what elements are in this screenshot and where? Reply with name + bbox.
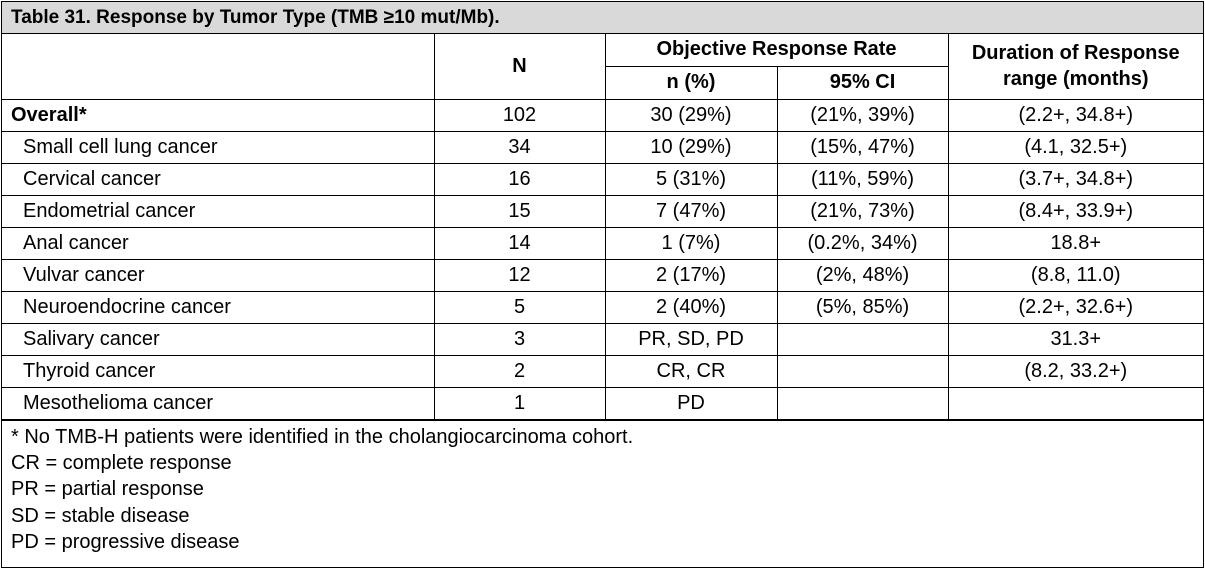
cell-n: 5 — [433, 290, 606, 324]
cell-95-ci: (5%, 85%) — [776, 290, 949, 324]
cell-tumor-type: Mesothelioma cancer — [2, 386, 435, 420]
cell-95-ci: (21%, 39%) — [776, 99, 949, 132]
cell-n: 34 — [433, 130, 606, 164]
cell-tumor-type: Endometrial cancer — [2, 194, 435, 228]
header-row: N Objective Response Rate Duration of Re… — [2, 34, 1203, 100]
table-row: Mesothelioma cancer 1 PD — [2, 386, 1203, 420]
cell-n-percent: 5 (31%) — [604, 162, 778, 196]
cell-n-percent: 2 (17%) — [604, 258, 778, 292]
footnote-asterisk: * No TMB-H patients were identified in t… — [11, 425, 634, 448]
cell-duration: (3.7+, 34.8+) — [947, 162, 1203, 196]
cell-n-percent: 2 (40%) — [604, 290, 778, 324]
table-row: Salivary cancer 3 PR, SD, PD 31.3+ — [2, 322, 1203, 356]
cell-n-percent: PR, SD, PD — [604, 322, 778, 356]
cell-tumor-type: Neuroendocrine cancer — [2, 290, 435, 324]
cell-n: 12 — [433, 258, 606, 292]
cell-n-percent: 7 (47%) — [604, 194, 778, 228]
header-objective-response-rate: Objective Response Rate — [604, 34, 949, 67]
table-row: Neuroendocrine cancer 5 2 (40%) (5%, 85%… — [2, 290, 1203, 324]
header-n-percent: n (%) — [605, 65, 778, 100]
header-dor-line2: range (months) — [1002, 68, 1149, 91]
cell-95-ci: (21%, 73%) — [776, 194, 949, 228]
cell-n-percent: 30 (29%) — [604, 99, 778, 132]
table-footnotes: * No TMB-H patients were identified in t… — [2, 419, 1203, 556]
footnote-sd: SD = stable disease — [11, 504, 190, 527]
cell-duration: 31.3+ — [947, 322, 1203, 356]
cell-n-percent: 1 (7%) — [604, 226, 778, 260]
cell-n-percent: CR, CR — [604, 354, 778, 388]
cell-duration: (4.1, 32.5+) — [947, 130, 1203, 164]
cell-tumor-type: Salivary cancer — [2, 322, 435, 356]
header-dor-line1: Duration of Response — [971, 42, 1180, 65]
cell-tumor-type: Small cell lung cancer — [2, 130, 435, 164]
cell-duration: (8.8, 11.0) — [947, 258, 1203, 292]
cell-duration: (8.2, 33.2+) — [947, 354, 1203, 388]
cell-n: 3 — [433, 322, 606, 356]
table-row: Vulvar cancer 12 2 (17%) (2%, 48%) (8.8,… — [2, 258, 1203, 292]
cell-n: 16 — [433, 162, 606, 196]
cell-n: 14 — [433, 226, 606, 260]
table-caption: Table 31. Response by Tumor Type (TMB ≥1… — [2, 2, 1203, 34]
cell-95-ci: (2%, 48%) — [776, 258, 949, 292]
cell-n-percent: PD — [604, 386, 778, 420]
cell-95-ci — [776, 354, 949, 388]
cell-95-ci — [776, 386, 949, 420]
cell-tumor-type: Cervical cancer — [2, 162, 435, 196]
footnote-cr: CR = complete response — [11, 451, 232, 474]
cell-95-ci: (15%, 47%) — [776, 130, 949, 164]
table-row: Cervical cancer 16 5 (31%) (11%, 59%) (3… — [2, 162, 1203, 196]
header-tumor-type — [2, 34, 435, 100]
header-95-ci: 95% CI — [776, 65, 948, 100]
cell-tumor-type: Anal cancer — [2, 226, 435, 260]
table-row: Thyroid cancer 2 CR, CR (8.2, 33.2+) — [2, 354, 1203, 388]
table-row: Endometrial cancer 15 7 (47%) (21%, 73%)… — [2, 194, 1203, 228]
cell-duration — [947, 386, 1203, 420]
subheader-row: n (%) 95% CI — [2, 65, 1203, 100]
cell-n: 1 — [433, 386, 606, 420]
cell-n: 2 — [433, 354, 606, 388]
cell-n-percent: 10 (29%) — [604, 130, 778, 164]
cell-95-ci: (11%, 59%) — [776, 162, 949, 196]
cell-95-ci — [776, 322, 949, 356]
table-row: Anal cancer 14 1 (7%) (0.2%, 34%) 18.8+ — [2, 226, 1203, 260]
cell-95-ci: (0.2%, 34%) — [776, 226, 949, 260]
cell-tumor-type: Thyroid cancer — [2, 354, 435, 388]
cell-tumor-type: Vulvar cancer — [2, 258, 435, 292]
table-row: Small cell lung cancer 34 10 (29%) (15%,… — [2, 130, 1203, 164]
cell-duration: (2.2+, 34.8+) — [947, 99, 1203, 132]
cell-duration: (2.2+, 32.6+) — [947, 290, 1203, 324]
footnote-pr: PR = partial response — [11, 478, 204, 501]
cell-n: 102 — [433, 99, 606, 132]
cell-duration: 18.8+ — [947, 226, 1203, 260]
header-n: N — [433, 34, 606, 100]
header-duration-of-response: Duration of Response range (months) — [947, 34, 1203, 100]
table-row-overall: Overall* 102 30 (29%) (21%, 39%) (2.2+, … — [2, 99, 1203, 132]
footnote-pd: PD = progressive disease — [11, 531, 240, 554]
response-table: N Objective Response Rate Duration of Re… — [2, 34, 1203, 420]
cell-duration: (8.4+, 33.9+) — [947, 194, 1203, 228]
cell-tumor-type: Overall* — [2, 99, 435, 132]
cell-n: 15 — [433, 194, 606, 228]
